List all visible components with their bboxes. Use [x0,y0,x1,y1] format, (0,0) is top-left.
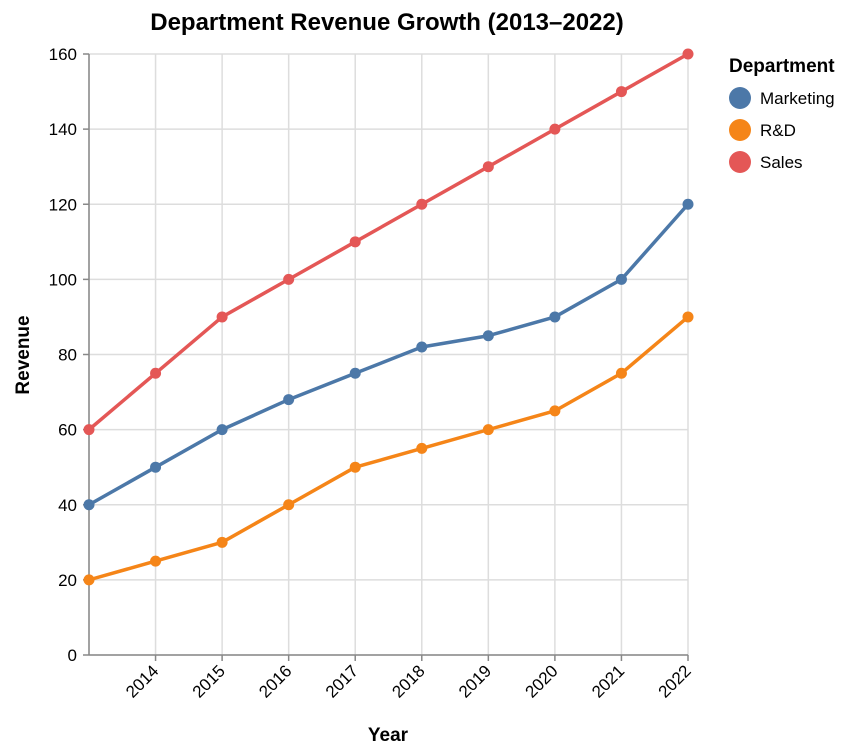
data-point-sales [615,86,627,98]
legend: Department Marketing R&D Sales [729,56,835,173]
data-point-sales [416,198,428,210]
data-point-r-d [216,536,228,548]
legend-item-r-d: R&D [729,119,796,141]
x-tick-label: 2020 [522,661,562,701]
data-point-r-d [83,574,95,586]
data-point-sales [216,311,228,323]
y-tick-label: 100 [49,270,77,289]
data-point-r-d [349,461,361,473]
data-point-marketing [682,198,694,210]
y-tick-label: 120 [49,195,77,214]
grid [88,53,689,656]
data-point-sales [83,424,95,436]
x-tick-label: 2015 [189,661,229,701]
series-layer [83,48,694,586]
data-point-sales [150,367,162,379]
data-point-r-d [416,442,428,454]
data-point-r-d [682,311,694,323]
x-tick-label: 2019 [455,661,495,701]
data-point-marketing [416,341,428,353]
legend-swatch [729,119,751,141]
legend-swatch [729,151,751,173]
legend-swatch [729,87,751,109]
y-tick-label: 20 [58,571,77,590]
y-tick-label: 140 [49,120,77,139]
data-point-sales [549,123,561,135]
data-point-marketing [482,330,494,342]
data-point-marketing [216,424,228,436]
data-point-r-d [150,555,162,567]
y-axis-title: Revenue [13,315,34,394]
axes: 0 20 40 60 80 100 120 140 160 2014 2015 2016 2017 201… [49,45,695,702]
legend-item-sales: Sales [729,151,803,173]
x-tick-label: 2014 [122,661,162,701]
y-tick-label: 80 [58,346,77,365]
data-point-marketing [150,461,162,473]
data-point-marketing [615,273,627,285]
x-tick-label: 2018 [388,661,428,701]
legend-label: Sales [760,153,803,172]
data-point-marketing [349,367,361,379]
data-point-marketing [83,499,95,511]
y-tick-label: 60 [58,421,77,440]
x-axis-title: Year [368,725,409,746]
x-tick-label: 2017 [322,661,362,701]
data-point-r-d [283,499,295,511]
data-point-r-d [482,424,494,436]
data-point-sales [482,161,494,173]
y-tick-label: 160 [49,45,77,64]
x-tick-label: 2016 [255,661,295,701]
series-line-r-d [87,315,690,582]
series-marketing [83,198,694,511]
data-point-sales [349,236,361,248]
legend-title: Department [729,56,835,77]
data-point-sales [283,273,295,285]
legend-item-marketing: Marketing [729,87,835,109]
legend-label: R&D [760,121,796,140]
x-tick-label: 2022 [655,661,695,701]
series-r-d [83,311,694,586]
data-point-marketing [549,311,561,323]
legend-label: Marketing [760,89,835,108]
data-point-sales [682,48,694,60]
y-tick-label: 40 [58,496,77,515]
data-point-r-d [549,405,561,417]
series-line-sales [87,52,690,432]
data-point-marketing [283,394,295,406]
data-point-r-d [615,367,627,379]
y-tick-label: 0 [68,646,77,665]
series-sales [83,48,694,436]
series-line-marketing [87,202,690,507]
x-tick-label: 2021 [588,661,628,701]
chart-title: Department Revenue Growth (2013–2022) [150,9,624,36]
